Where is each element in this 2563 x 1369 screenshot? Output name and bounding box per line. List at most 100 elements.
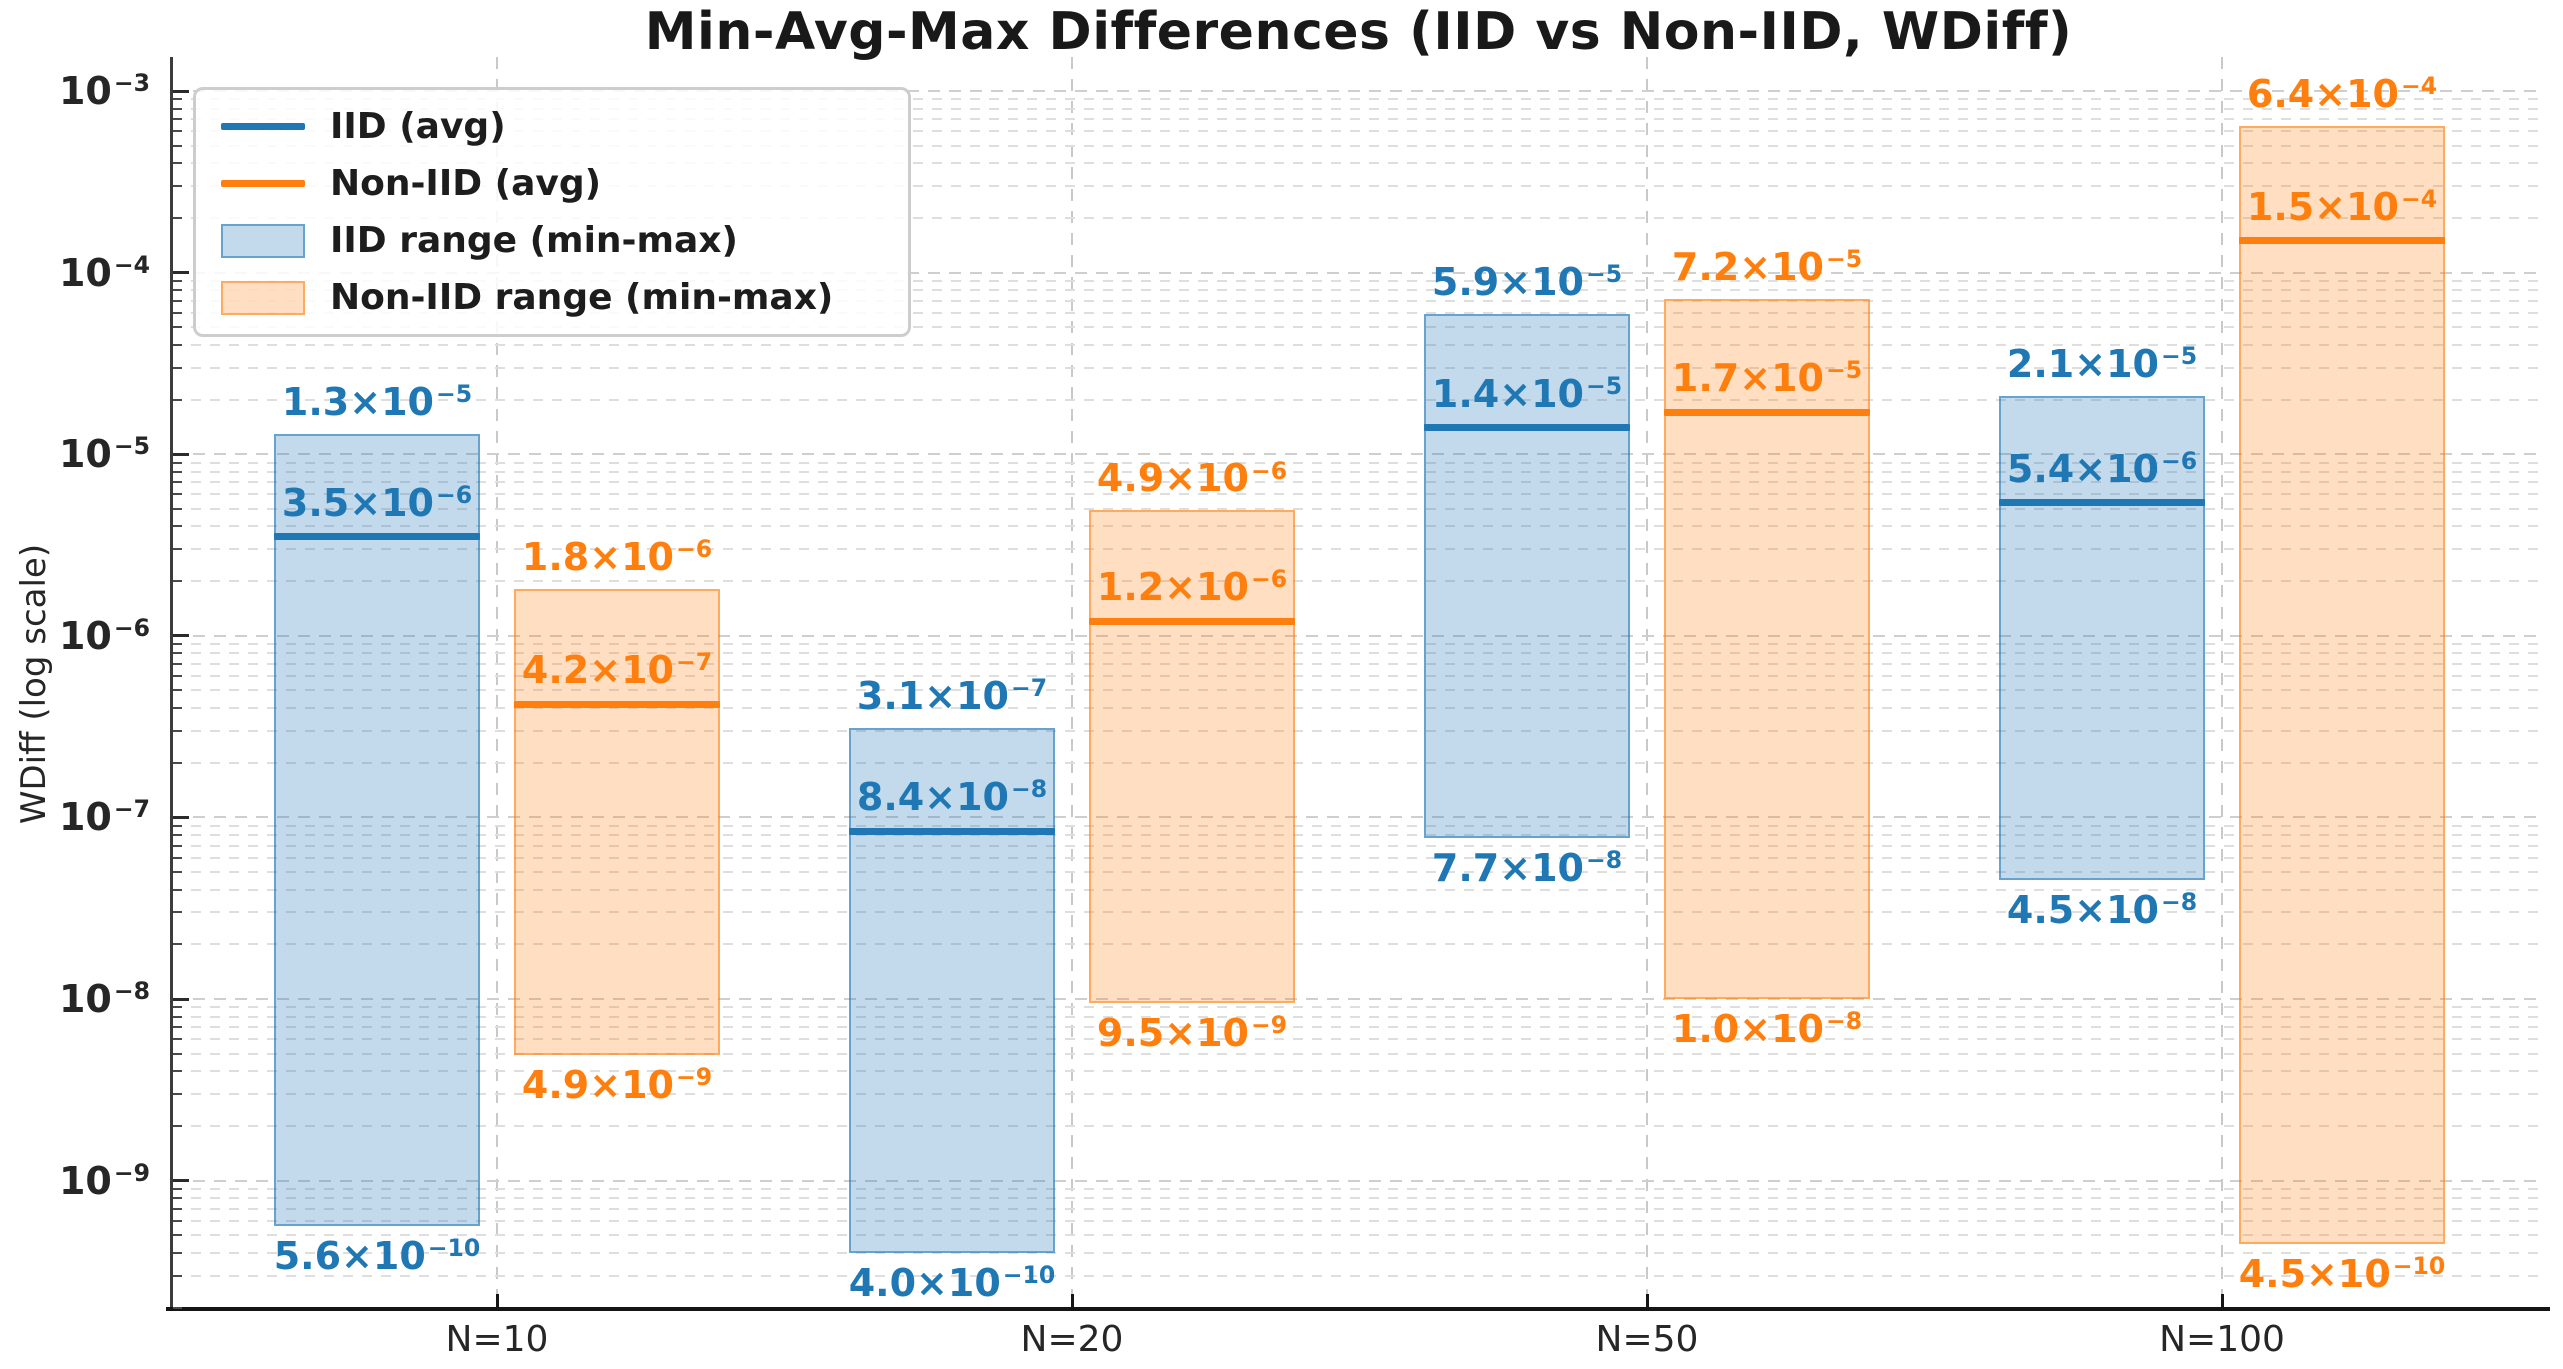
x-gridline-N=50 xyxy=(1646,57,1648,1310)
y-tick xyxy=(173,815,189,819)
value-label-avg-iid-N=10: 3.5×10−6 xyxy=(281,481,473,526)
y-gridline-minor xyxy=(172,461,2545,464)
value-label-min-iid-N=20: 4.0×10−10 xyxy=(848,1260,1056,1305)
x-axis-spine xyxy=(166,1307,2550,1311)
y-tick-minor xyxy=(173,493,182,496)
y-tick-minor xyxy=(173,652,182,655)
y-tick-minor xyxy=(173,1006,182,1009)
y-tick-minor xyxy=(173,326,182,329)
value-label-min-noniid-N=50: 1.0×10−8 xyxy=(1671,1007,1863,1051)
y-gridline-minor xyxy=(172,1052,2545,1055)
value-label-avg-iid-N=50: 1.4×10−5 xyxy=(1431,371,1623,416)
y-tick-minor xyxy=(173,707,182,710)
value-label-max-noniid-N=100: 6.4×10−4 xyxy=(2246,72,2438,117)
y-gridline-minor xyxy=(172,888,2545,891)
y-tick-minor xyxy=(173,911,182,914)
x-gridline-N=20 xyxy=(1071,57,1073,1310)
x-tick-label-N=50: N=50 xyxy=(1595,1319,1699,1360)
y-gridline-minor xyxy=(172,107,2545,110)
legend-swatch xyxy=(221,280,305,315)
avg-line-noniid-N=50 xyxy=(1664,408,1870,416)
y-tick-minor xyxy=(173,525,182,528)
y-tick-minor xyxy=(173,98,182,101)
range-bar-noniid-N=100 xyxy=(2239,126,2445,1244)
y-tick-minor xyxy=(173,1207,182,1210)
y-tick-minor xyxy=(173,833,182,836)
value-label-avg-noniid-N=50: 1.7×10−5 xyxy=(1671,356,1863,401)
y-tick-minor xyxy=(173,871,182,874)
y-gridline-minor xyxy=(172,525,2545,528)
y-gridline-minor xyxy=(172,481,2545,484)
y-tick-minor xyxy=(173,1187,182,1190)
value-label-max-iid-N=100: 2.1×10−5 xyxy=(2006,341,2198,386)
y-gridline-minor xyxy=(172,1015,2545,1018)
y-tick-minor xyxy=(173,888,182,891)
y-gridline-major xyxy=(172,453,2545,456)
legend-fill-swatch-icon xyxy=(196,280,330,315)
y-tick-minor xyxy=(173,943,182,946)
y-gridline-minor xyxy=(172,844,2545,847)
y-gridline-major xyxy=(172,1179,2545,1182)
legend-item-3: Non-IID range (min-max) xyxy=(196,277,908,318)
value-label-avg-noniid-N=20: 1.2×10−6 xyxy=(1096,565,1288,610)
y-gridline-minor xyxy=(172,1197,2545,1200)
y-gridline-minor xyxy=(172,1038,2545,1041)
y-tick-minor xyxy=(173,689,182,692)
legend-label: Non-IID (avg) xyxy=(330,163,602,204)
avg-line-iid-N=50 xyxy=(1424,424,1630,432)
y-tick xyxy=(173,89,189,93)
y-gridline-minor xyxy=(172,493,2545,496)
x-tick xyxy=(1070,1294,1074,1308)
legend-line-swatch-icon xyxy=(196,123,330,130)
x-tick xyxy=(2220,1294,2224,1308)
y-tick-minor xyxy=(173,1070,182,1073)
range-bar-noniid-N=20 xyxy=(1089,510,1295,1004)
y-tick-label: 10−4 xyxy=(58,250,150,295)
value-label-max-noniid-N=20: 4.9×10−6 xyxy=(1096,456,1288,501)
y-gridline-minor xyxy=(172,216,2545,219)
y-gridline-minor xyxy=(172,343,2545,346)
x-tick-label-N=20: N=20 xyxy=(1020,1319,1124,1360)
y-gridline-minor xyxy=(172,729,2545,732)
y-tick-minor xyxy=(173,643,182,646)
y-gridline-minor xyxy=(172,580,2545,583)
value-label-min-noniid-N=20: 9.5×10−9 xyxy=(1096,1011,1288,1056)
y-gridline-minor xyxy=(172,118,2545,121)
range-bar-noniid-N=50 xyxy=(1664,298,1870,999)
value-label-max-iid-N=10: 1.3×10−5 xyxy=(281,379,473,424)
y-gridline-minor xyxy=(172,911,2545,914)
legend-fill-swatch-icon xyxy=(196,223,330,258)
y-tick-minor xyxy=(173,856,182,859)
y-gridline-minor xyxy=(172,326,2545,329)
y-tick-minor xyxy=(173,1052,182,1055)
y-gridline-minor xyxy=(172,1274,2545,1277)
y-axis-spine xyxy=(170,57,173,1310)
legend-label: Non-IID range (min-max) xyxy=(330,277,834,318)
y-gridline-minor xyxy=(172,689,2545,692)
y-tick-label: 10−9 xyxy=(58,1158,150,1203)
y-gridline-minor xyxy=(172,1070,2545,1073)
y-tick-minor xyxy=(173,118,182,121)
avg-line-iid-N=100 xyxy=(1999,499,2205,507)
y-tick xyxy=(173,271,189,275)
y-tick-minor xyxy=(173,279,182,282)
y-gridline-minor xyxy=(172,366,2545,369)
value-label-min-iid-N=50: 7.7×10−8 xyxy=(1431,846,1623,890)
y-gridline-minor xyxy=(172,130,2545,133)
value-label-avg-iid-N=20: 8.4×10−8 xyxy=(856,775,1048,820)
y-gridline-minor xyxy=(172,943,2545,946)
y-tick-minor xyxy=(173,1274,182,1277)
y-tick-minor xyxy=(173,548,182,551)
range-bar-iid-N=10 xyxy=(274,433,480,1227)
y-gridline-minor xyxy=(172,1187,2545,1190)
y-gridline-minor xyxy=(172,548,2545,551)
value-label-min-iid-N=10: 5.6×10−10 xyxy=(273,1234,481,1279)
y-gridline-minor xyxy=(172,289,2545,292)
value-label-min-iid-N=100: 4.5×10−8 xyxy=(2006,888,2198,933)
y-tick-minor xyxy=(173,1251,182,1254)
legend-swatch xyxy=(221,223,305,258)
y-gridline-minor xyxy=(172,144,2545,147)
legend-swatch xyxy=(221,180,305,187)
legend: IID (avg) Non-IID (avg) IID range (min-max… xyxy=(193,87,911,337)
